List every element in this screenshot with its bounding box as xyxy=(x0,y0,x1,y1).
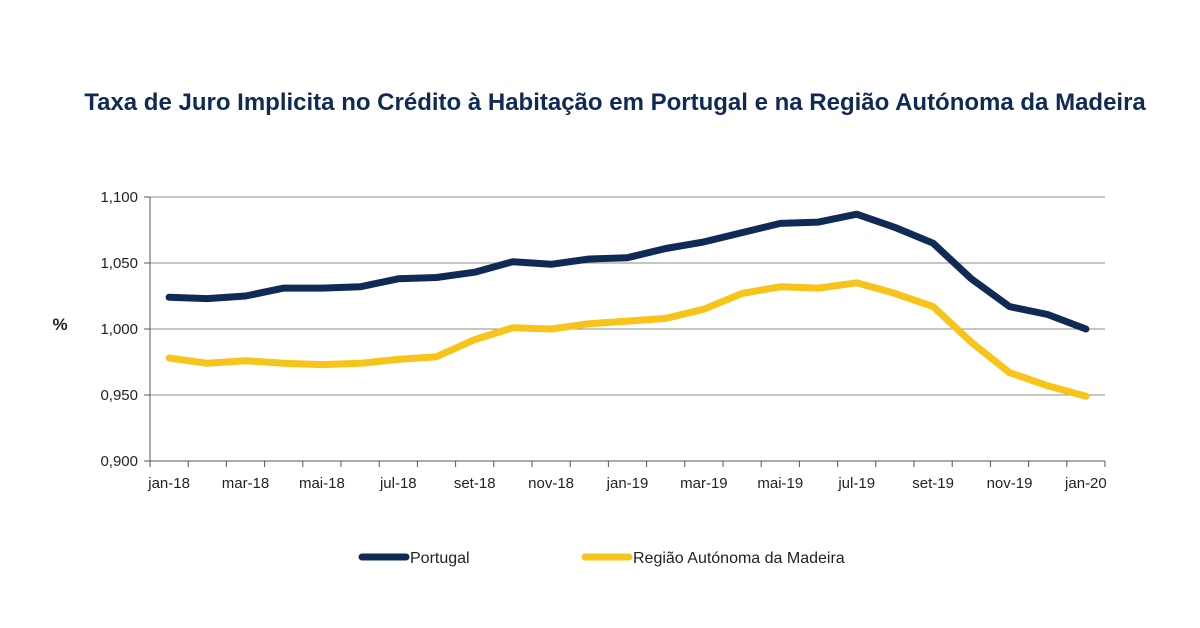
y-tick-label: 1,100 xyxy=(100,189,138,206)
y-tick-labels: 0,900 0,950 1,000 1,050 1,100 xyxy=(100,189,138,470)
x-tick-label: jul-18 xyxy=(379,475,417,492)
series-lines xyxy=(165,210,1090,400)
y-tick-label: 0,900 xyxy=(100,453,138,470)
y-axis-label: % xyxy=(52,315,67,334)
series-line-madeira xyxy=(165,279,1090,400)
x-tick-labels: jan-18 mar-18 mai-18 jul-18 set-18 nov-18 jan-… xyxy=(147,475,1107,492)
legend-label-portugal: Portugal xyxy=(410,550,470,567)
y-tick-label: 1,050 xyxy=(100,255,138,272)
chart-title: Taxa de Juro Implicita no Crédito à Habi… xyxy=(84,89,1146,116)
x-tick-label: mai-19 xyxy=(757,475,803,492)
x-tick-label: set-19 xyxy=(912,475,954,492)
legend: Portugal Região Autónoma da Madeira xyxy=(358,550,845,567)
x-tick-label: jul-19 xyxy=(837,475,875,492)
y-tick-label: 0,950 xyxy=(100,387,138,404)
x-tick-label: mai-18 xyxy=(299,475,345,492)
x-tick-label: nov-18 xyxy=(528,475,574,492)
x-tick-label: jan-19 xyxy=(606,475,649,492)
x-tick-label: jan-18 xyxy=(147,475,190,492)
x-tick-label: jan-20 xyxy=(1064,475,1107,492)
series-line-portugal xyxy=(165,210,1090,333)
x-tick-label: set-18 xyxy=(454,475,496,492)
x-tick-label: nov-19 xyxy=(987,475,1033,492)
legend-label-madeira: Região Autónoma da Madeira xyxy=(633,550,845,567)
x-tick-label: mar-19 xyxy=(680,475,728,492)
y-tick-label: 1,000 xyxy=(100,321,138,338)
x-tick-label: mar-18 xyxy=(222,475,270,492)
axes xyxy=(144,196,1106,467)
